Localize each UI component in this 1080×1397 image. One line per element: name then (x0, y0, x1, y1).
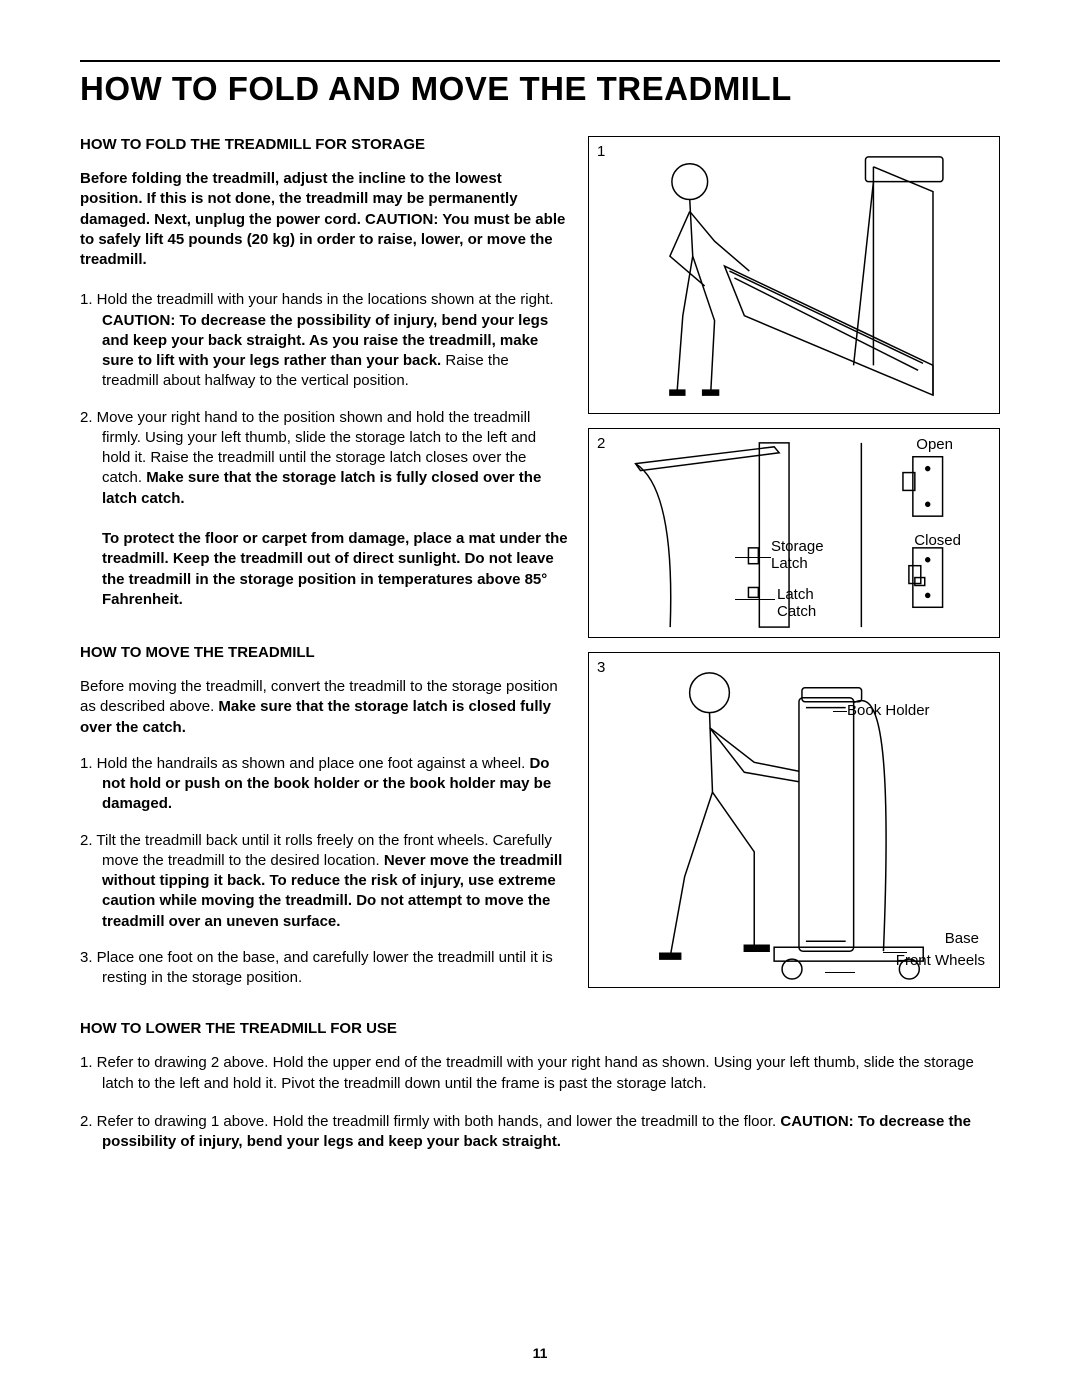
move-step-3: 3. Place one foot on the base, and caref… (80, 948, 568, 989)
label-open: Open (916, 437, 953, 454)
fold-warning: Before folding the treadmill, adjust the… (80, 169, 568, 270)
figure-3: 3 Book (588, 652, 1000, 988)
label-front-wheels: Front Wheels (896, 953, 985, 970)
two-column-layout: HOW TO FOLD THE TREADMILL FOR STORAGE Be… (80, 136, 1000, 1014)
figure-1-illustration (589, 137, 999, 413)
lower-steps: 1. Refer to drawing 2 above. Hold the up… (80, 1053, 1000, 1152)
move-step-2: 2. Tilt the treadmill back until it roll… (80, 831, 568, 932)
lower-step-2: 2. Refer to drawing 1 above. Hold the tr… (80, 1112, 1000, 1153)
label-storage-latch: Storage Latch (771, 539, 824, 572)
move-steps: 1. Hold the handrails as shown and place… (80, 754, 568, 989)
move-intro: Before moving the treadmill, convert the… (80, 677, 568, 738)
lower-heading: HOW TO LOWER THE TREADMILL FOR USE (80, 1020, 1000, 1037)
figure-1-number: 1 (597, 143, 605, 160)
move-step-1: 1. Hold the handrails as shown and place… (80, 754, 568, 815)
figure-3-illustration (589, 653, 999, 987)
figure-1: 1 (588, 136, 1000, 414)
fold-step-1: 1. Hold the treadmill with your hands in… (80, 290, 568, 391)
figure-3-number: 3 (597, 659, 605, 676)
leader-storage-latch (735, 557, 771, 558)
figure-column: 1 2 (588, 136, 1000, 1014)
label-book-holder: Book Holder (847, 703, 930, 720)
label-latch-catch: Latch Catch (777, 587, 816, 620)
text-column: HOW TO FOLD THE TREADMILL FOR STORAGE Be… (80, 136, 568, 1014)
page-number: 11 (0, 1345, 1080, 1361)
label-base: Base (945, 931, 979, 948)
move-heading: HOW TO MOVE THE TREADMILL (80, 644, 568, 661)
figure-2-number: 2 (597, 435, 605, 452)
figure-2: 2 (588, 428, 1000, 638)
leader-latch-catch (735, 599, 775, 600)
fold-step-2: 2. Move your right hand to the position … (80, 408, 568, 611)
fold-steps: 1. Hold the treadmill with your hands in… (80, 290, 568, 610)
leader-front-wheels (825, 972, 855, 973)
fold-heading: HOW TO FOLD THE TREADMILL FOR STORAGE (80, 136, 568, 153)
top-rule (80, 60, 1000, 62)
leader-book-holder (833, 711, 847, 712)
page-title: HOW TO FOLD AND MOVE THE TREADMILL (80, 70, 1000, 108)
label-closed: Closed (914, 533, 961, 550)
lower-step-1: 1. Refer to drawing 2 above. Hold the up… (80, 1053, 1000, 1094)
